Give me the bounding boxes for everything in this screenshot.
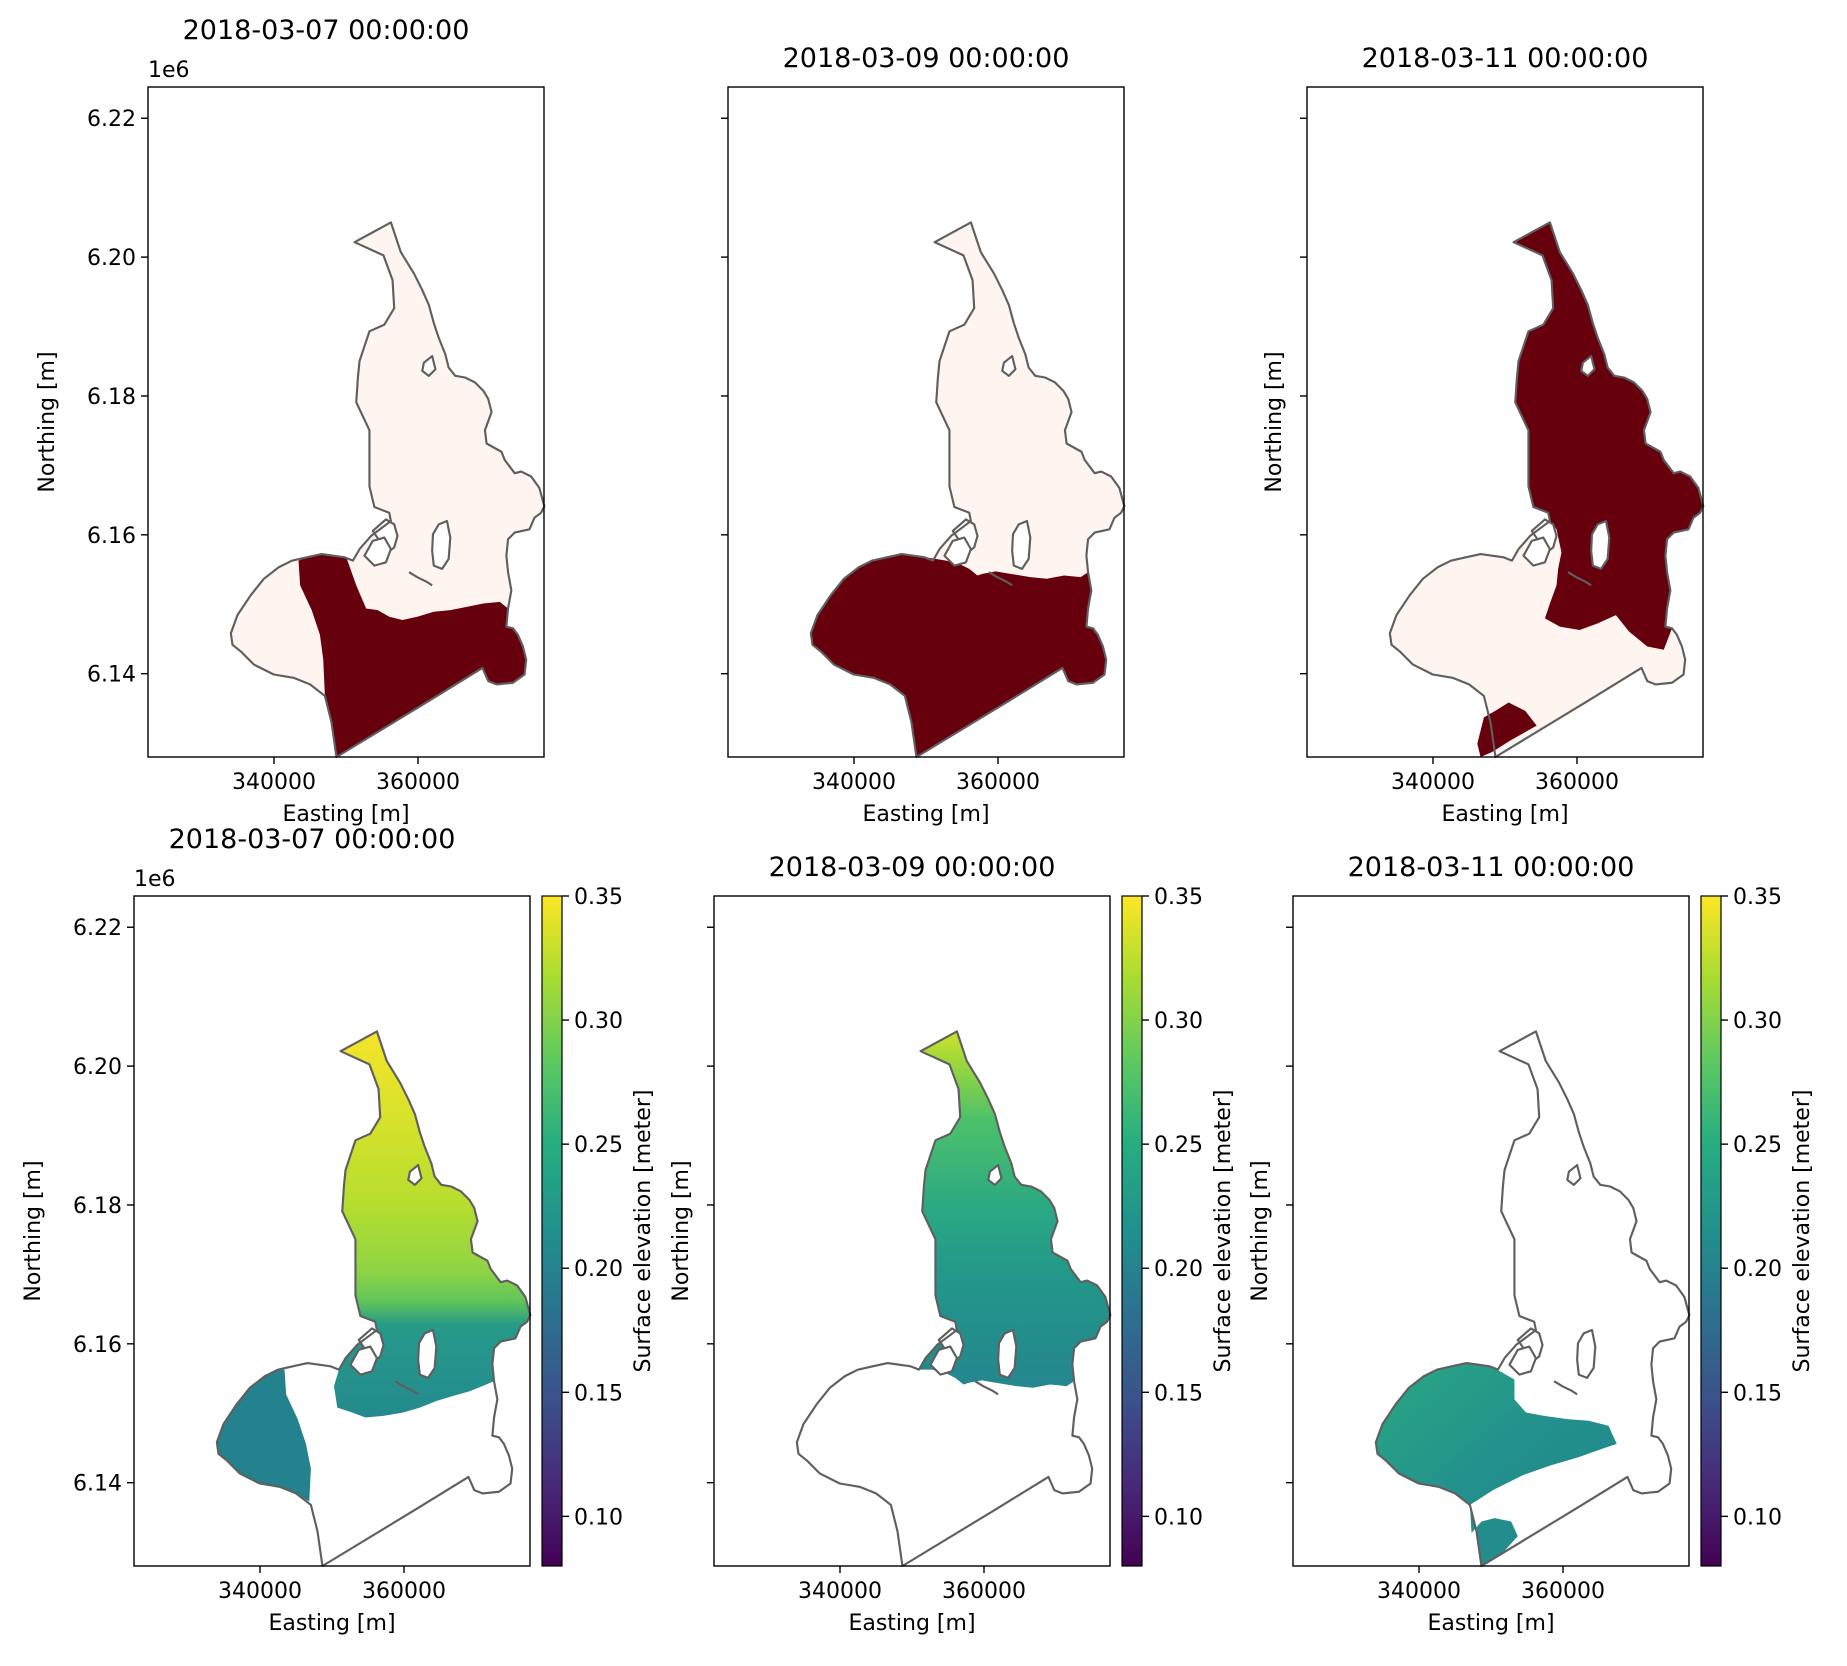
map-content: [795, 1030, 1112, 1568]
wet-area: [810, 554, 1107, 757]
colorbar-tick-label: 0.20: [1733, 1257, 1782, 1282]
map-content: [215, 1030, 532, 1568]
colorbar: 0.10 0.15 0.20 0.25 0.30 0.35 Surface elevatio…: [1121, 885, 1236, 1567]
y-axis-label: Northing [m]: [35, 351, 60, 492]
colorbar-tick-label: 0.35: [1733, 885, 1782, 910]
x-tick-label: 340000: [232, 770, 316, 795]
colorbar-tick-label: 0.10: [1733, 1505, 1782, 1530]
colorbar-tick-label: 0.25: [1154, 1133, 1203, 1158]
colorbar-tick-label: 0.15: [574, 1381, 623, 1406]
elevation-field: [1375, 1363, 1617, 1566]
x-axis-label: Easting [m]: [1427, 1611, 1554, 1636]
panel-title: 2018-03-07 00:00:00: [183, 15, 470, 46]
channel: [973, 1380, 1000, 1396]
panel-2: 340000 360000 Easting [m] 2018-03-09 00:00:…: [721, 43, 1126, 827]
x-axis-label: Easting [m]: [282, 802, 409, 827]
y-axis-label: Northing [m]: [669, 1160, 694, 1301]
x-tick-label: 360000: [942, 1579, 1026, 1604]
x-tick-label: 340000: [1377, 1579, 1461, 1604]
y-tick-label: 6.16: [73, 1333, 122, 1358]
x-tick-label: 360000: [376, 770, 460, 795]
colorbar-label: Surface elevation [meter]: [1211, 1090, 1236, 1373]
map-content: [1388, 221, 1705, 759]
colorbar-tick-label: 0.30: [1733, 1009, 1782, 1034]
axes-frame: [1292, 895, 1690, 1567]
y-tick-label: 6.16: [87, 524, 136, 549]
x-tick-label: 360000: [1521, 1579, 1605, 1604]
y-tick-label: 6.22: [73, 916, 122, 941]
panel-title: 2018-03-09 00:00:00: [783, 43, 1070, 74]
colorbar-tick-label: 0.10: [574, 1505, 623, 1530]
colorbar-tick-label: 0.25: [574, 1133, 623, 1158]
map-content: [1374, 1030, 1691, 1568]
colorbar: 0.10 0.15 0.20 0.25 0.30 0.35 Surface elevatio…: [541, 885, 656, 1567]
colorbar-gradient: [541, 895, 563, 1567]
y-axis-label: Northing [m]: [1262, 351, 1287, 492]
axes-frame: [727, 86, 1125, 758]
coastline: [1374, 1030, 1691, 1568]
x-tick-label: 340000: [1391, 770, 1475, 795]
panel-1: 340000 360000 Easting [m] 6.14 6.16 6.18 6.20 6…: [35, 15, 546, 827]
panel-title: 2018-03-11 00:00:00: [1348, 852, 1635, 883]
colorbar-tick-label: 0.15: [1154, 1381, 1203, 1406]
colorbar-gradient: [1700, 895, 1722, 1567]
y-axis-label: Northing [m]: [21, 1160, 46, 1301]
colorbar-tick-label: 0.20: [1154, 1257, 1203, 1282]
axes-frame: [713, 895, 1111, 1567]
colorbar-tick-label: 0.10: [1154, 1505, 1203, 1530]
y-tick-label: 6.18: [73, 1194, 122, 1219]
island3: [1576, 1328, 1597, 1379]
axes-frame: [133, 895, 531, 1567]
map-content: [229, 221, 546, 759]
colorbar-label: Surface elevation [meter]: [631, 1090, 656, 1373]
panel-3: 340000 360000 Easting [m] Northing [m] 2018-…: [1262, 43, 1705, 827]
colorbar-tick-label: 0.35: [574, 885, 623, 910]
x-tick-label: 340000: [798, 1579, 882, 1604]
colorbar-tick-label: 0.15: [1733, 1381, 1782, 1406]
colorbar-tick-label: 0.35: [1154, 885, 1203, 910]
x-tick-label: 360000: [1535, 770, 1619, 795]
y-offset-label: 1e6: [148, 58, 190, 83]
x-axis-label: Easting [m]: [862, 802, 989, 827]
colorbar: 0.10 0.15 0.20 0.25 0.30 0.35 Surface elevatio…: [1700, 885, 1815, 1567]
colorbar-tick-label: 0.25: [1733, 1133, 1782, 1158]
y-tick-label: 6.20: [73, 1055, 122, 1080]
x-axis-label: Easting [m]: [1441, 802, 1568, 827]
map-content: [809, 221, 1126, 759]
panel-5: 340000 360000 Easting [m] Northing [m] 2018-…: [669, 852, 1236, 1636]
panel-title: 2018-03-07 00:00:00: [169, 824, 456, 855]
colorbar-tick-label: 0.20: [574, 1257, 623, 1282]
x-tick-label: 360000: [362, 1579, 446, 1604]
y-tick-label: 6.22: [87, 107, 136, 132]
channel: [1552, 1380, 1579, 1396]
elevation-field-west: [216, 1369, 311, 1502]
colorbar-tick-label: 0.30: [574, 1009, 623, 1034]
x-axis-label: Easting [m]: [268, 1611, 395, 1636]
island2: [1508, 1345, 1537, 1376]
y-offset-label: 1e6: [134, 867, 176, 892]
colorbar-tick-label: 0.30: [1154, 1009, 1203, 1034]
panel-4: 340000 360000 Easting [m] 6.14 6.16 6.18 6.20 6…: [21, 824, 656, 1636]
axes-frame: [1306, 86, 1704, 758]
x-axis-label: Easting [m]: [848, 1611, 975, 1636]
panel-6: 340000 360000 Easting [m] Northing [m] 2018-…: [1248, 852, 1815, 1636]
x-tick-label: 340000: [218, 1579, 302, 1604]
panel-title: 2018-03-11 00:00:00: [1362, 43, 1649, 74]
colorbar-label: Surface elevation [meter]: [1790, 1090, 1815, 1373]
y-tick-label: 6.20: [87, 246, 136, 271]
y-tick-label: 6.14: [73, 1472, 122, 1497]
x-tick-label: 340000: [812, 770, 896, 795]
lake: [1566, 1163, 1582, 1186]
y-tick-label: 6.18: [87, 385, 136, 410]
x-tick-label: 360000: [956, 770, 1040, 795]
y-axis-label: Northing [m]: [1248, 1160, 1273, 1301]
colorbar-gradient: [1121, 895, 1143, 1567]
axes-frame: [147, 86, 545, 758]
y-tick-label: 6.14: [87, 663, 136, 688]
panel-title: 2018-03-09 00:00:00: [769, 852, 1056, 883]
